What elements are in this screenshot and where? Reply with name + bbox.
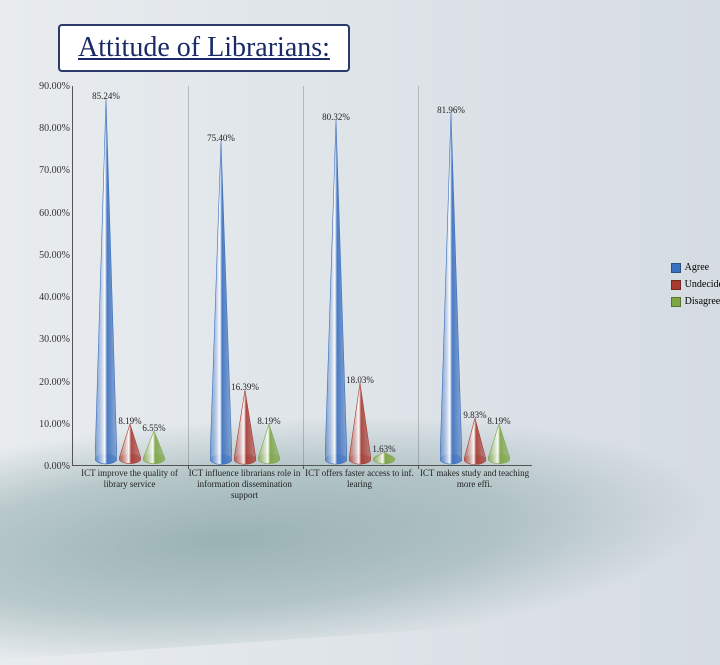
y-tick-label: 70.00% (18, 165, 70, 176)
bar-value-label: 8.19% (239, 416, 299, 426)
chart: 0.00%10.00%20.00%30.00%40.00%50.00%60.00… (72, 86, 632, 496)
legend: Agree Undecided Disagree (671, 262, 720, 313)
chart-title: Attitude of Librarians: (78, 32, 330, 63)
bar-group: 75.40% 16.39% 8.19% (188, 86, 303, 465)
y-tick-label: 90.00% (18, 81, 70, 92)
bar-cluster: 75.40% 16.39% 8.19% (210, 86, 282, 465)
legend-label: Agree (685, 262, 709, 273)
chart-title-box: Attitude of Librarians: (58, 24, 350, 72)
legend-item-agree: Agree (671, 262, 720, 273)
legend-swatch (671, 297, 681, 307)
legend-item-undecided: Undecided (671, 279, 720, 290)
bar-disagree (258, 424, 280, 465)
bar-agree (210, 141, 232, 465)
bar-cluster: 85.24% 8.19% 6.55% (95, 86, 167, 465)
x-axis-label: ICT improve the quality of library servi… (72, 468, 187, 490)
y-tick-label: 80.00% (18, 123, 70, 134)
bar-value-label: 85.24% (76, 91, 136, 101)
bar-value-label: 8.19% (469, 416, 529, 426)
x-axis-label: ICT influence librarians role in informa… (187, 468, 302, 500)
x-axis-label: ICT makes study and teaching more effi. (417, 468, 532, 490)
bar-group: 80.32% 18.03% 1.63% (303, 86, 418, 465)
bar-undecided (234, 390, 256, 465)
bar-value-label: 16.39% (215, 382, 275, 392)
y-tick-label: 30.00% (18, 334, 70, 345)
y-tick-label: 40.00% (18, 292, 70, 303)
bar-disagree (488, 424, 510, 465)
y-axis: 0.00%10.00%20.00%30.00%40.00%50.00%60.00… (18, 86, 70, 466)
bar-agree (95, 99, 117, 465)
bar-value-label: 1.63% (354, 444, 414, 454)
y-tick-label: 60.00% (18, 208, 70, 219)
legend-swatch (671, 263, 681, 273)
bar-value-label: 18.03% (330, 375, 390, 385)
bar-value-label: 80.32% (306, 112, 366, 122)
bar-disagree (143, 431, 165, 465)
legend-label: Disagree (685, 296, 720, 307)
bar-group: 85.24% 8.19% 6.55% (73, 86, 188, 465)
bar-value-label: 81.96% (421, 105, 481, 115)
legend-label: Undecided (685, 279, 720, 290)
bar-cluster: 80.32% 18.03% 1.63% (325, 86, 397, 465)
bar-group: 81.96% 9.83% 8.19% (418, 86, 533, 465)
bar-value-label: 6.55% (124, 423, 184, 433)
plot-area: 85.24% 8.19% 6.55% (72, 86, 532, 466)
y-tick-label: 20.00% (18, 377, 70, 388)
y-tick-label: 50.00% (18, 250, 70, 261)
x-axis-label: ICT offers faster access to inf. learing (302, 468, 417, 490)
y-tick-label: 0.00% (18, 461, 70, 472)
legend-item-disagree: Disagree (671, 296, 720, 307)
bar-agree (325, 120, 347, 465)
legend-swatch (671, 280, 681, 290)
bar-value-label: 75.40% (191, 133, 251, 143)
bar-cluster: 81.96% 9.83% 8.19% (440, 86, 512, 465)
y-tick-label: 10.00% (18, 419, 70, 430)
